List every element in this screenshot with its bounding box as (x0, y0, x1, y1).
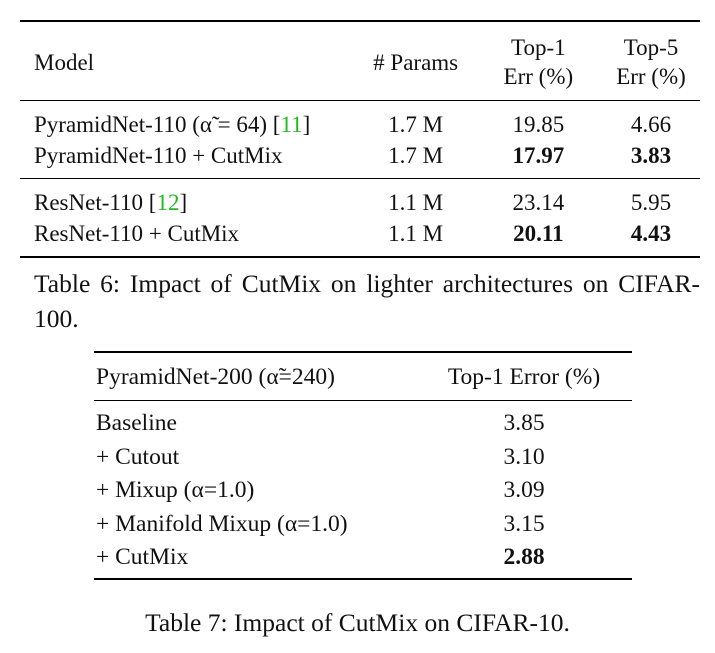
table-6-header-row: Model # Params Top-1 Err (%) Top-5 Err (… (20, 20, 700, 101)
model-cell: PyramidNet-110 (α̃ = 64) [11] (20, 101, 357, 141)
header-top5-err: Top-5 Err (%) (601, 20, 700, 101)
method-cell: + Manifold Mixup (α=1.0) (96, 510, 348, 537)
table-row: + Cutout 3.10 (94, 441, 632, 475)
top5-cell-best: 3.83 (601, 140, 700, 179)
top5-cell-best: 4.43 (601, 218, 700, 258)
top1-cell-best: 20.11 (474, 218, 602, 258)
table-6: Model # Params Top-1 Err (%) Top-5 Err (… (20, 20, 700, 258)
model-name: PyramidNet-110 + CutMix (34, 143, 283, 168)
table-row: + Manifold Mixup (α=1.0) 3.15 (94, 508, 632, 542)
error-cell: 3.09 (503, 477, 545, 503)
table-7: PyramidNet-200 (α̃=240) Top-1 Error (%) … (94, 351, 632, 580)
citation-link[interactable]: 11 (280, 112, 303, 137)
table-row: Baseline 3.85 (94, 401, 632, 441)
error-cell-best: 2.88 (416, 541, 632, 580)
error-cell: 3.85 (503, 410, 545, 436)
params-cell: 1.1 M (388, 190, 444, 215)
model-name: ResNet-110 + CutMix (34, 221, 240, 246)
model-name-suffix: ] (179, 190, 188, 215)
table-7-caption: Table 7: Impact of CutMix on CIFAR-10. (145, 608, 570, 637)
model-name: ResNet-110 [ (34, 190, 157, 215)
table-7-header-row: PyramidNet-200 (α̃=240) Top-1 Error (%) (94, 351, 632, 401)
method-cell: + Cutout (96, 443, 180, 470)
model-cell: ResNet-110 + CutMix (20, 218, 357, 258)
model-cell: PyramidNet-110 + CutMix (20, 140, 357, 179)
top1-cell: 23.14 (512, 190, 565, 215)
top1-cell-best: 17.97 (474, 140, 602, 179)
table-row: ResNet-110 [12] 1.1 M 23.14 5.95 (20, 179, 700, 219)
table-row: ResNet-110 + CutMix 1.1 M 20.11 4.43 (20, 218, 700, 258)
header-model: Model (20, 20, 357, 101)
header-top5-line1: Top-5 (623, 35, 679, 60)
header-top5-line2: Err (%) (616, 64, 686, 89)
params-cell: 1.7 M (388, 112, 444, 137)
table-6-group-pyramidnet: PyramidNet-110 (α̃ = 64) [11] 1.7 M 19.8… (20, 101, 700, 179)
method-cell: + CutMix (94, 541, 416, 580)
header-top1-err: Top-1 Err (%) (474, 20, 602, 101)
header-top1-line2: Err (%) (503, 64, 574, 89)
error-cell: 3.15 (503, 510, 545, 537)
header-top1-line1: Top-1 (511, 35, 566, 60)
table-6-group-resnet: ResNet-110 [12] 1.1 M 23.14 5.95 ResNet-… (20, 179, 700, 258)
header-params: # Params (356, 20, 475, 101)
table-6-caption: Table 6: Impact of CutMix on lighter arc… (34, 269, 700, 333)
error-cell: 3.10 (503, 443, 545, 470)
table-row: + CutMix 2.88 (94, 541, 632, 580)
table-row: + Mixup (α=1.0) 3.09 (94, 474, 632, 508)
citation-link[interactable]: 12 (156, 190, 180, 215)
table-7-body: Baseline 3.85 + Cutout 3.10 + Mixup (α=1… (94, 401, 632, 580)
top5-cell: 5.95 (630, 190, 672, 215)
table-row: PyramidNet-110 (α̃ = 64) [11] 1.7 M 19.8… (20, 101, 700, 141)
top1-cell: 19.85 (512, 112, 565, 137)
method-cell: Baseline (96, 410, 177, 436)
table-row: PyramidNet-110 + CutMix 1.7 M 17.97 3.83 (20, 140, 700, 179)
header-top1-error: Top-1 Error (%) (416, 351, 632, 401)
top5-cell: 4.66 (630, 112, 672, 137)
header-method: PyramidNet-200 (α̃=240) (94, 351, 416, 401)
model-name-suffix: ] (302, 112, 311, 137)
method-cell: + Mixup (α=1.0) (96, 477, 255, 503)
params-cell: 1.1 M (356, 218, 475, 258)
params-cell: 1.7 M (356, 140, 475, 179)
model-cell: ResNet-110 [12] (20, 179, 357, 219)
model-name: PyramidNet-110 (α̃ = 64) [ (34, 112, 281, 137)
